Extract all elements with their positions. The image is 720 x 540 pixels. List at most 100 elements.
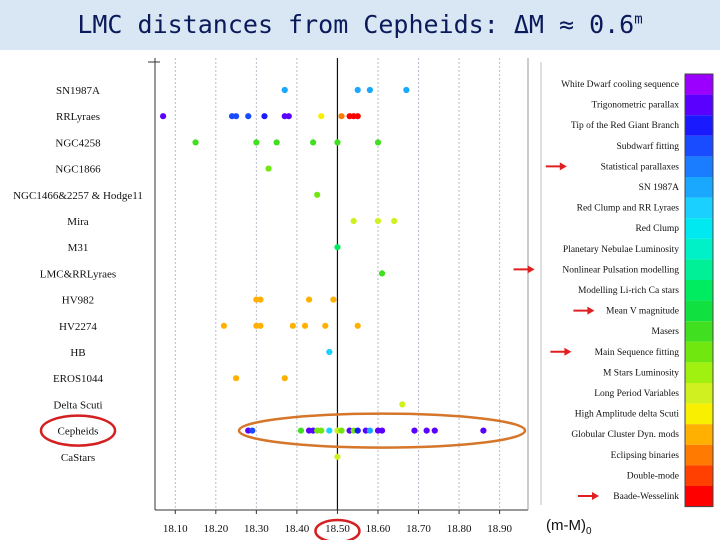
legend-label: Trigonometric parallax — [591, 101, 679, 111]
data-point — [273, 139, 280, 146]
x-tick-label: 18.60 — [366, 523, 391, 535]
data-point — [257, 322, 264, 329]
legend-label: M Stars Luminosity — [603, 368, 679, 378]
data-point — [354, 427, 361, 434]
arrow-head — [564, 347, 572, 356]
data-point — [378, 427, 386, 434]
data-point — [334, 139, 341, 146]
cepheids-highlight-ellipse — [237, 412, 527, 449]
color-swatch — [685, 238, 713, 260]
x-axis-label-subscript: 0 — [586, 526, 592, 537]
row-label: NGC4258 — [55, 137, 101, 149]
color-swatch — [685, 321, 713, 342]
data-point — [192, 139, 199, 146]
data-point — [301, 322, 309, 329]
color-swatch — [685, 444, 713, 466]
x-tick-labels: 18.10 18.20 18.30 18.40 18.50 18.60 18.70 18.80… — [163, 510, 512, 535]
color-swatch — [685, 280, 713, 301]
color-swatch — [685, 115, 713, 136]
slide-title: LMC distances from Cepheids: ΔM ≈ 0.6m — [0, 10, 720, 39]
data-point — [326, 348, 333, 356]
arrow-head — [592, 492, 599, 500]
legend-arrow-icon — [545, 162, 567, 171]
data-point — [232, 375, 240, 382]
x-tick-label: 18.30 — [244, 523, 269, 535]
data-point — [249, 427, 256, 434]
data-point — [366, 86, 373, 94]
color-swatch — [685, 383, 713, 404]
data-point — [399, 401, 406, 408]
data-point — [378, 270, 386, 277]
title-text: LMC distances from Cepheids: ΔM ≈ 0.6 — [77, 10, 635, 39]
legend-label: Main Sequence fitting — [595, 347, 680, 358]
legend-label: Long Period Variables — [594, 389, 679, 399]
data-point — [350, 217, 357, 225]
legend-label: Baade-Wesselink — [613, 492, 679, 502]
legend-label: High Amplitude delta Scuti — [575, 410, 680, 420]
data-point — [354, 113, 361, 120]
legend-label: Planetary Nebulae Luminosity — [563, 245, 679, 255]
x-tick-label: 18.40 — [285, 523, 310, 535]
data-point — [318, 113, 325, 120]
legend-label: Globular Cluster Dyn. mods — [571, 430, 679, 440]
legend-label: SN 1987A — [639, 183, 680, 193]
row-label: HB — [70, 347, 85, 359]
data-point — [257, 296, 264, 303]
data-point — [232, 113, 240, 120]
data-point — [253, 139, 260, 146]
data-point — [318, 427, 325, 434]
color-swatch — [685, 177, 713, 198]
color-swatch — [685, 218, 713, 239]
data-point — [423, 427, 430, 434]
row-label: CaStars — [61, 452, 95, 464]
legend: White Dwarf cooling sequence Trigonometri… — [513, 62, 680, 505]
data-point — [281, 375, 288, 382]
data-point — [265, 165, 272, 172]
tick-highlight-circle — [314, 518, 361, 540]
data-point — [322, 322, 329, 329]
legend-label: Masers — [652, 327, 680, 337]
color-swatch — [685, 74, 713, 95]
title-superscript: m — [634, 11, 643, 28]
data-point — [374, 139, 382, 146]
legend-label: Eclipsing binaries — [611, 451, 680, 461]
data-point — [326, 427, 333, 434]
data-point — [391, 217, 398, 225]
color-swatch — [685, 300, 713, 322]
color-swatch — [685, 156, 713, 177]
legend-label: Nonlinear Pulsation modelling — [562, 265, 679, 275]
data-point — [354, 322, 361, 329]
data-point — [220, 322, 228, 329]
color-swatch — [685, 259, 713, 280]
color-bar — [684, 73, 714, 508]
color-swatch — [685, 424, 713, 445]
data-point — [334, 453, 341, 460]
data-point — [338, 113, 345, 120]
data-point — [330, 296, 337, 303]
color-swatch — [685, 362, 713, 383]
legend-arrow-icon — [550, 347, 572, 356]
row-label: NGC1866 — [55, 164, 101, 176]
data-point — [310, 139, 317, 146]
color-swatch — [685, 403, 713, 425]
row-labels: SN1987A RRLyraes NGC4258 NGC1866 NGC1466&225… — [13, 85, 143, 464]
data-point — [366, 427, 373, 434]
data-point — [354, 86, 361, 94]
legend-arrow-icon — [573, 306, 595, 315]
color-swatch — [685, 197, 713, 219]
legend-label: Double-mode — [627, 471, 679, 481]
arrow-head — [587, 306, 595, 315]
data-point — [160, 113, 167, 120]
title-bar — [0, 0, 720, 50]
x-tick-label: 18.20 — [203, 523, 228, 535]
x-tick-label: 18.70 — [406, 523, 431, 535]
data-point — [403, 86, 410, 94]
row-label: Cepheids — [58, 426, 99, 438]
data-point — [281, 86, 288, 94]
legend-label: Red Clump — [635, 224, 679, 234]
data-point — [374, 217, 382, 225]
row-label: RRLyraes — [56, 111, 100, 123]
legend-label: Modelling Li-rich Ca stars — [578, 286, 679, 296]
data-point — [338, 427, 345, 434]
